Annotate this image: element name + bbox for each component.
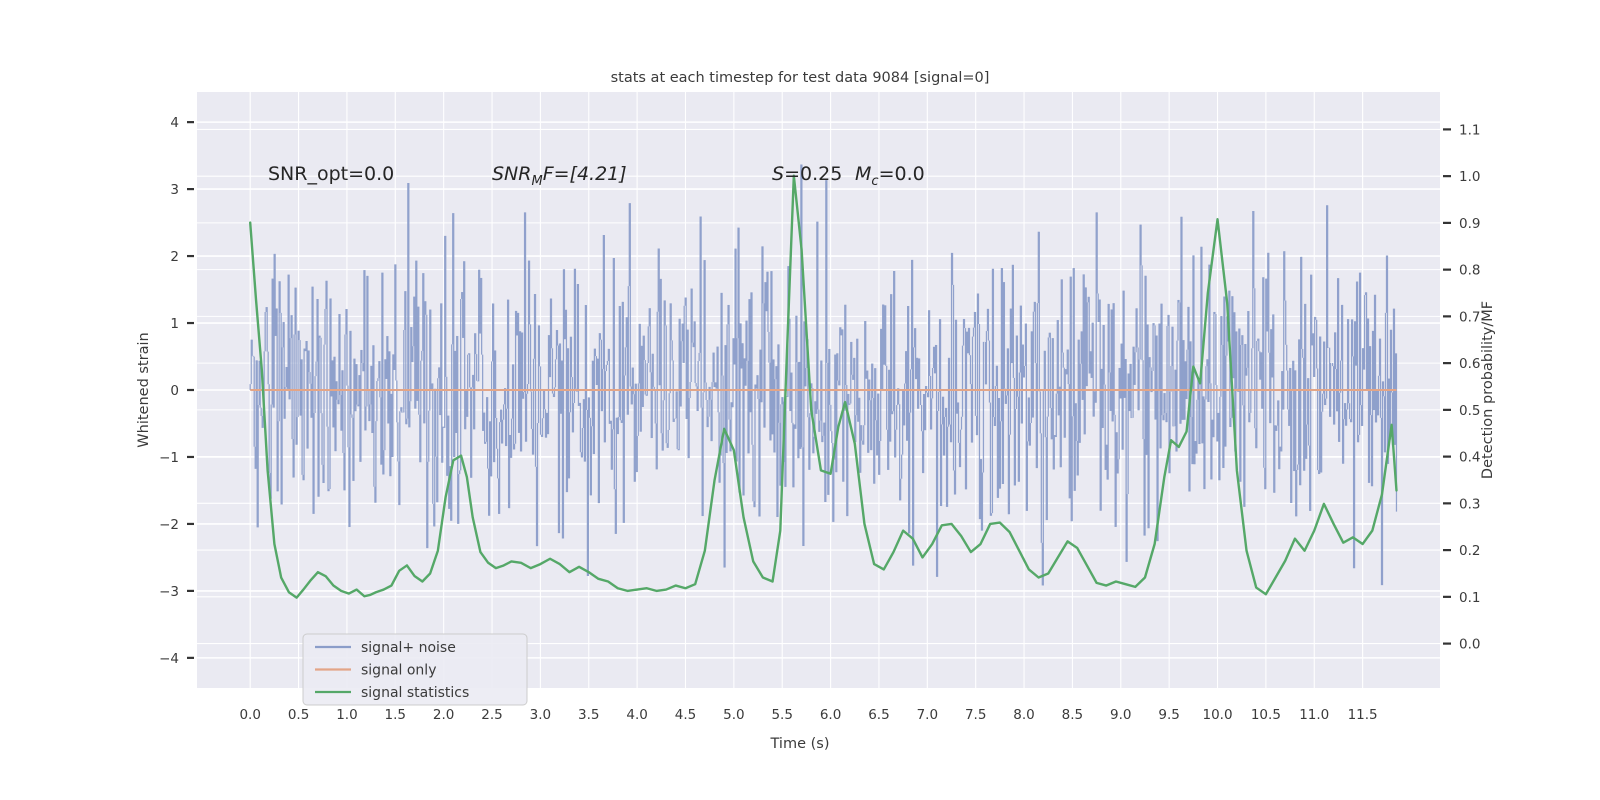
y-tick-label-right: 0.4 (1459, 450, 1480, 466)
x-axis-label: Time (s) (770, 736, 830, 752)
x-tick-label: 6.5 (868, 707, 889, 723)
legend-label-0: signal+ noise (361, 640, 456, 656)
series-signal-noise (249, 164, 1398, 586)
legend-label-1: signal only (361, 663, 436, 679)
y-axis-label-left: Whitened strain (136, 332, 152, 447)
x-tick-label: 1.0 (336, 707, 357, 723)
page-title: stats at each timestep for test data 908… (611, 70, 990, 86)
x-tick-label: 11.5 (1348, 707, 1378, 723)
y-tick-label-right: 0.3 (1459, 496, 1480, 512)
y-tick-label-right: 0.0 (1459, 637, 1480, 653)
x-tick-label: 0.0 (239, 707, 260, 723)
x-tick-label: 5.5 (771, 707, 792, 723)
y-tick-label-left: 3 (170, 182, 179, 198)
x-tick-label: 8.0 (1013, 707, 1034, 723)
x-tick-label: 5.0 (723, 707, 744, 723)
y-tick-label-left: −1 (159, 450, 179, 466)
y-tick-label-right: 0.9 (1459, 216, 1480, 232)
x-tick-label: 10.0 (1202, 707, 1232, 723)
y-tick-label-left: −4 (159, 651, 179, 667)
y-tick-label-right: 0.7 (1459, 309, 1480, 325)
y-tick-label-left: −2 (159, 517, 179, 533)
y-tick-label-right: 0.8 (1459, 263, 1480, 279)
y-tick-label-left: 4 (170, 115, 179, 131)
y-tick-label-right: 0.2 (1459, 543, 1480, 559)
annotation-snr-mf: SNRMF=[4.21] (492, 163, 627, 189)
x-tick-label: 7.0 (917, 707, 938, 723)
y-tick-label-right: 0.6 (1459, 356, 1480, 372)
y-tick-label-right: 0.1 (1459, 590, 1480, 606)
y-tick-label-right: 1.1 (1459, 122, 1480, 138)
y-tick-label-left: 1 (170, 316, 179, 332)
x-tick-label: 6.0 (820, 707, 841, 723)
x-tick-label: 0.5 (288, 707, 309, 723)
plot-root: 0.0 0.5 1.0 1.5 2.0 2.5 3.0 3.5 4.0 4.5 5.0 5.5 6.0 6… (136, 92, 1496, 752)
x-tick-label: 8.5 (1062, 707, 1083, 723)
x-tick-label: 1.5 (385, 707, 406, 723)
x-tick-label: 11.0 (1299, 707, 1329, 723)
x-tick-label: 9.0 (1110, 707, 1131, 723)
x-tick-label: 4.0 (626, 707, 647, 723)
y-tick-label-right: 1.0 (1459, 169, 1480, 185)
annotation-mc-value: Mc=0.0 (855, 163, 925, 189)
legend-label-2: signal statistics (361, 685, 469, 701)
x-tick-label: 4.5 (675, 707, 696, 723)
y-tick-label-left: −3 (159, 584, 179, 600)
legend-box (302, 633, 528, 706)
x-tick-label: 3.5 (578, 707, 599, 723)
y-tick-label-left: 2 (170, 249, 179, 265)
y-tick-label-left: 0 (170, 383, 179, 399)
x-tick-label: 7.5 (965, 707, 986, 723)
y-axis-label-right: Detection probability/MF (1480, 301, 1496, 479)
x-tick-label: 9.5 (1158, 707, 1179, 723)
annotation-snr-opt: SNR_opt=0.0 (268, 163, 394, 185)
x-tick-label: 3.0 (530, 707, 551, 723)
x-tick-label: 2.0 (433, 707, 454, 723)
series-signal-statistics (249, 174, 1398, 599)
x-tick-label: 10.5 (1251, 707, 1281, 723)
x-tick-label: 2.5 (481, 707, 502, 723)
annotation-s-value: S=0.25 (772, 163, 842, 185)
y-tick-label-right: 0.5 (1459, 403, 1480, 419)
